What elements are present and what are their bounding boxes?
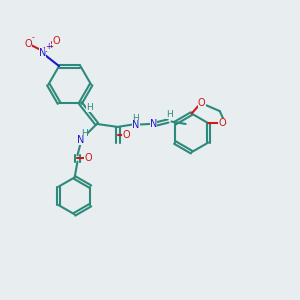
Text: O: O — [52, 36, 60, 46]
Text: N: N — [150, 119, 157, 129]
Text: H: H — [81, 129, 87, 138]
Text: N: N — [39, 48, 46, 58]
Text: +: + — [45, 42, 51, 51]
Text: O: O — [218, 118, 226, 128]
Text: H: H — [86, 103, 93, 112]
Text: O: O — [84, 153, 92, 163]
Text: N: N — [77, 135, 84, 145]
Text: O: O — [198, 98, 206, 108]
Text: H: H — [166, 110, 173, 119]
Text: O: O — [122, 130, 130, 140]
Text: O: O — [24, 39, 32, 49]
Text: -: - — [32, 33, 34, 42]
Text: N: N — [132, 119, 140, 130]
Text: H: H — [132, 114, 139, 123]
